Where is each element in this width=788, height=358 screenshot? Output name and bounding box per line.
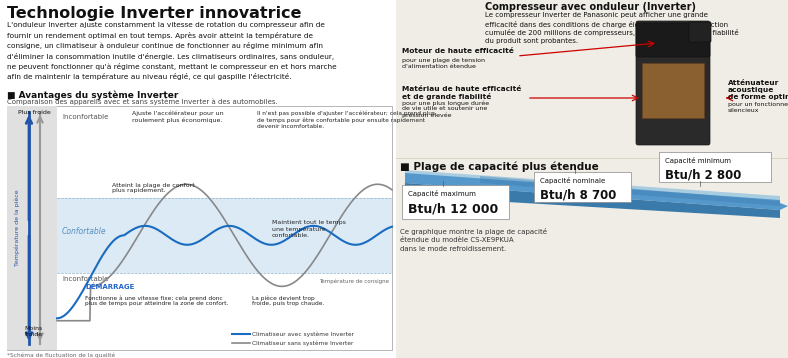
Text: Capacité nominale: Capacité nominale bbox=[540, 177, 605, 184]
Polygon shape bbox=[480, 176, 780, 206]
Text: Atteint la plage de confort
plus rapidement.: Atteint la plage de confort plus rapidem… bbox=[112, 183, 195, 193]
Polygon shape bbox=[780, 203, 788, 210]
FancyBboxPatch shape bbox=[534, 172, 631, 202]
Text: cumulée de 200 millions de compresseurs, la haute qualité et la fiabilité: cumulée de 200 millions de compresseurs,… bbox=[485, 29, 738, 36]
Text: La pièce devient trop
froide, puis trop chaude.: La pièce devient trop froide, puis trop … bbox=[252, 295, 325, 306]
Text: consigne, un climatiseur à onduleur continue de fonctionner au régime minimum af: consigne, un climatiseur à onduleur cont… bbox=[7, 42, 323, 49]
Text: Inconfortable: Inconfortable bbox=[62, 114, 109, 120]
Polygon shape bbox=[405, 173, 780, 210]
Text: afin de maintenir la température au niveau réglé, ce qui gaspille l'électricité.: afin de maintenir la température au nive… bbox=[7, 73, 292, 80]
Text: pour une plus longue durée
de vie utile et soutenir une
pression élevée: pour une plus longue durée de vie utile … bbox=[402, 100, 489, 118]
Text: Il n'est pas possible d'ajuster l'accélérateur; cela prend plus
de temps pour êt: Il n'est pas possible d'ajuster l'accélé… bbox=[257, 111, 435, 129]
FancyBboxPatch shape bbox=[57, 198, 392, 273]
Text: Moins
froide: Moins froide bbox=[25, 326, 43, 337]
Polygon shape bbox=[405, 170, 780, 203]
Text: Inconfortable: Inconfortable bbox=[62, 276, 109, 282]
Text: Btu/h 12 000: Btu/h 12 000 bbox=[408, 202, 498, 215]
Text: fournir un rendement optimal en tout temps. Après avoir atteint la température d: fournir un rendement optimal en tout tem… bbox=[7, 32, 313, 39]
Text: Fonctionne à une vitesse fixe; cela prend donc
plus de temps pour atteindre la z: Fonctionne à une vitesse fixe; cela pren… bbox=[85, 295, 229, 306]
Text: Plus froide: Plus froide bbox=[17, 110, 50, 115]
Text: Btu/h 8 700: Btu/h 8 700 bbox=[540, 188, 616, 201]
Text: pour une plage de tension
d'alimentation étendue: pour une plage de tension d'alimentation… bbox=[402, 58, 485, 69]
FancyBboxPatch shape bbox=[642, 63, 704, 118]
Text: Maintient tout le temps
une température
confortable.: Maintient tout le temps une température … bbox=[272, 220, 346, 237]
FancyBboxPatch shape bbox=[0, 0, 396, 358]
FancyBboxPatch shape bbox=[7, 106, 57, 350]
Text: Technologie Inverter innovatrice: Technologie Inverter innovatrice bbox=[7, 6, 302, 21]
Text: Moteur de haute efficacité: Moteur de haute efficacité bbox=[402, 48, 514, 54]
Text: Comparaison des appareils avec et sans système Inverter à des automobiles.: Comparaison des appareils avec et sans s… bbox=[7, 98, 277, 105]
Text: ■ Avantages du système Inverter: ■ Avantages du système Inverter bbox=[7, 90, 178, 100]
Text: Ajuste l'accélérateur pour un
roulement plus économique.: Ajuste l'accélérateur pour un roulement … bbox=[132, 111, 224, 123]
Text: ■ Plage de capacité plus étendue: ■ Plage de capacité plus étendue bbox=[400, 161, 599, 171]
Text: Climatiseur sans système Inverter: Climatiseur sans système Inverter bbox=[252, 340, 353, 346]
Text: Ce graphique montre la plage de capacité: Ce graphique montre la plage de capacité bbox=[400, 228, 547, 235]
Text: Température de consigne: Température de consigne bbox=[319, 278, 389, 284]
Text: d'éliminer la consommation inutile d'énergie. Les climatiseurs ordinaires, sans : d'éliminer la consommation inutile d'éne… bbox=[7, 53, 334, 59]
Text: pour un fonctionnement
silencieux: pour un fonctionnement silencieux bbox=[728, 102, 788, 113]
FancyBboxPatch shape bbox=[7, 106, 392, 350]
Text: L'onduleur Inverter ajuste constamment la vitesse de rotation du compresseur afi: L'onduleur Inverter ajuste constamment l… bbox=[7, 22, 325, 28]
Text: Capacité minimum: Capacité minimum bbox=[665, 157, 731, 164]
FancyBboxPatch shape bbox=[402, 185, 509, 219]
Text: *Schéma de fluctuation de la qualité: *Schéma de fluctuation de la qualité bbox=[7, 352, 115, 358]
Text: Atténuateur
acoustique
de forme optimale: Atténuateur acoustique de forme optimale bbox=[728, 80, 788, 100]
Text: Température de la pièce: Température de la pièce bbox=[14, 190, 20, 266]
Text: Le compresseur Inverter de Panasonic peut afficher une grande: Le compresseur Inverter de Panasonic peu… bbox=[485, 12, 708, 18]
FancyBboxPatch shape bbox=[659, 152, 771, 182]
Text: DÉMARRAGE: DÉMARRAGE bbox=[85, 283, 135, 290]
Text: du produit sont probantes.: du produit sont probantes. bbox=[485, 38, 578, 44]
Text: Matériau de haute efficacité
et de grande fiabilité: Matériau de haute efficacité et de grand… bbox=[402, 86, 521, 100]
Text: dans le mode refroidissement.: dans le mode refroidissement. bbox=[400, 246, 506, 252]
Text: Confortable: Confortable bbox=[62, 227, 106, 236]
FancyBboxPatch shape bbox=[636, 21, 710, 145]
FancyBboxPatch shape bbox=[396, 0, 788, 358]
Text: Btu/h 2 800: Btu/h 2 800 bbox=[665, 169, 742, 182]
Polygon shape bbox=[405, 183, 780, 218]
Text: efficacité dans des conditions de charge élevée. Avec une production: efficacité dans des conditions de charge… bbox=[485, 20, 728, 28]
FancyBboxPatch shape bbox=[689, 22, 711, 42]
Text: ne peuvent fonctionner qu'à régime constant, mettant le compresseur en et hors m: ne peuvent fonctionner qu'à régime const… bbox=[7, 63, 336, 70]
Text: étendue du modèle CS-XE9PKUA: étendue du modèle CS-XE9PKUA bbox=[400, 237, 514, 243]
Text: Compresseur avec onduleur (Inverter): Compresseur avec onduleur (Inverter) bbox=[485, 2, 696, 12]
Text: Capacité maximum: Capacité maximum bbox=[408, 190, 476, 197]
FancyBboxPatch shape bbox=[636, 23, 710, 57]
Text: Climatiseur avec système Inverter: Climatiseur avec système Inverter bbox=[252, 331, 354, 337]
